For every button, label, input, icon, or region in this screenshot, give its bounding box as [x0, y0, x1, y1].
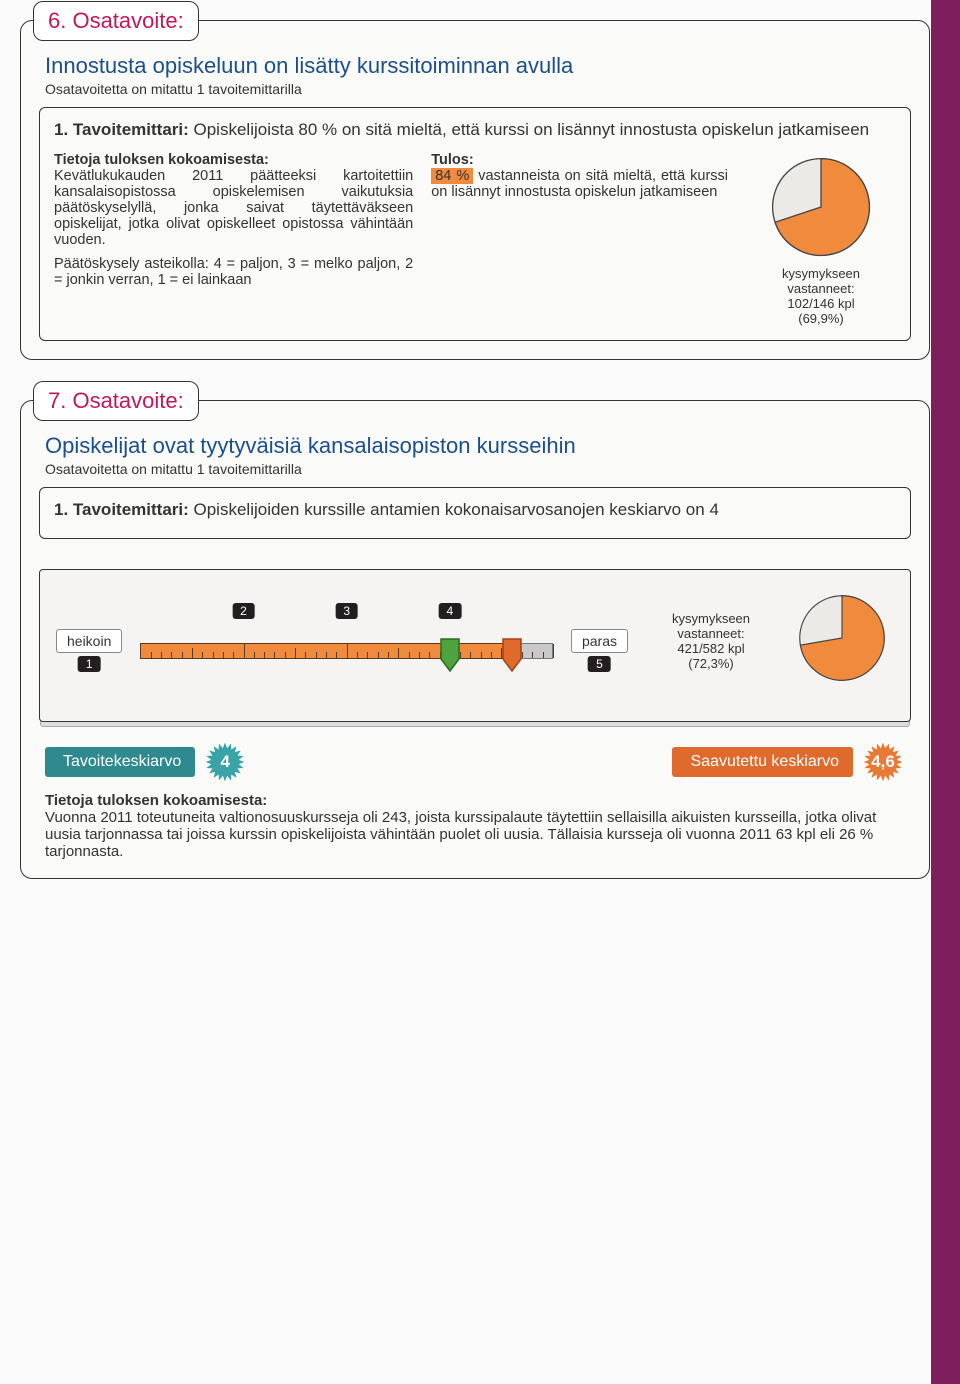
pie-chart-7: [794, 590, 890, 686]
result-column: Tulos: 84 % vastanneista on sitä mieltä,…: [431, 152, 728, 326]
achieved-burst: 4,6: [861, 740, 905, 784]
section-6-subtitle: Osatavoitetta on mitattu 1 tavoitemittar…: [45, 81, 911, 97]
resp-l4: (69,9%): [746, 311, 896, 326]
left-head: Tietoja tuloksen kokoamisesta:: [54, 152, 269, 168]
section-7-title: Opiskelijat ovat tyytyväisiä kansalaisop…: [45, 433, 911, 459]
info-text: Vuonna 2011 toteutuneita valtionosuuskur…: [45, 809, 876, 860]
badge-row: Tavoitekeskiarvo 4 Saavutettu keskiarvo …: [45, 740, 905, 784]
target-burst: 4: [203, 740, 247, 784]
section-7-card: 7. Osatavoite: Opiskelijat ovat tyytyväi…: [20, 400, 930, 879]
max-num: 5: [588, 656, 611, 672]
mittari-2-text: Opiskelijoiden kurssille antamien kokona…: [189, 500, 719, 519]
section-7-inner: 1. Tavoitemittari: Opiskelijoiden kurssi…: [39, 487, 911, 539]
mittari-1-label: 1. Tavoitemittari:: [54, 120, 189, 139]
tulos-text: vastanneista on sitä mieltä, että kurssi…: [431, 168, 728, 200]
target-val: 4: [203, 740, 247, 784]
left-column: Tietoja tuloksen kokoamisesta: Kevätluku…: [54, 152, 413, 326]
mittari-1-line: 1. Tavoitemittari: Opiskelijoista 80 % o…: [54, 120, 896, 140]
section-6-card: 6. Osatavoite: Innostusta opiskeluun on …: [20, 20, 930, 360]
section-6-inner: 1. Tavoitemittari: Opiskelijoista 80 % o…: [39, 107, 911, 341]
achieved-label: Saavutettu keskiarvo: [672, 747, 853, 777]
resp-block-7: kysymykseen vastanneet: 421/582 kpl (72,…: [646, 611, 776, 671]
min-num: 1: [78, 656, 101, 672]
max-label: paras 5: [571, 629, 628, 653]
mittari-2-label: 1. Tavoitemittari:: [54, 500, 189, 519]
resp-l3: 102/146 kpl: [746, 296, 896, 311]
resp-l1: kysymykseen: [746, 266, 896, 281]
pie-column: kysymykseen vastanneet: 102/146 kpl (69,…: [746, 152, 896, 326]
resp-l2: vastanneet:: [746, 281, 896, 296]
tulos-percent: 84 %: [431, 168, 473, 184]
mittari-1-text: Opiskelijoista 80 % on sitä mieltä, että…: [189, 120, 869, 139]
info-block: Tietoja tuloksen kokoamisesta: Vuonna 20…: [45, 792, 905, 860]
ruler: 234: [140, 623, 553, 659]
left-p1: Kevätlukukauden 2011 päätteeksi kartoite…: [54, 168, 413, 248]
pie-chart-6: [766, 152, 876, 262]
section-7-subtitle: Osatavoitetta on mitattu 1 tavoitemittar…: [45, 461, 911, 477]
section-6-tab: 6. Osatavoite:: [33, 1, 199, 41]
mittari-2-line: 1. Tavoitemittari: Opiskelijoiden kurssi…: [54, 500, 896, 520]
section-6-title: Innostusta opiskeluun on lisätty kurssit…: [45, 53, 911, 79]
achieved-val: 4,6: [861, 740, 905, 784]
left-p2: Päätöskysely asteikolla: 4 = paljon, 3 =…: [54, 256, 413, 288]
target-label: Tavoitekeskiarvo: [45, 747, 195, 777]
pie-column-7: [794, 590, 894, 691]
scale-box: heikoin 1 234 paras 5 kysymykseen vastan…: [39, 569, 911, 722]
min-label: heikoin 1: [56, 629, 122, 653]
info-head: Tietoja tuloksen kokoamisesta:: [45, 792, 267, 809]
section-7-tab: 7. Osatavoite:: [33, 381, 199, 421]
tulos-head: Tulos:: [431, 152, 473, 168]
